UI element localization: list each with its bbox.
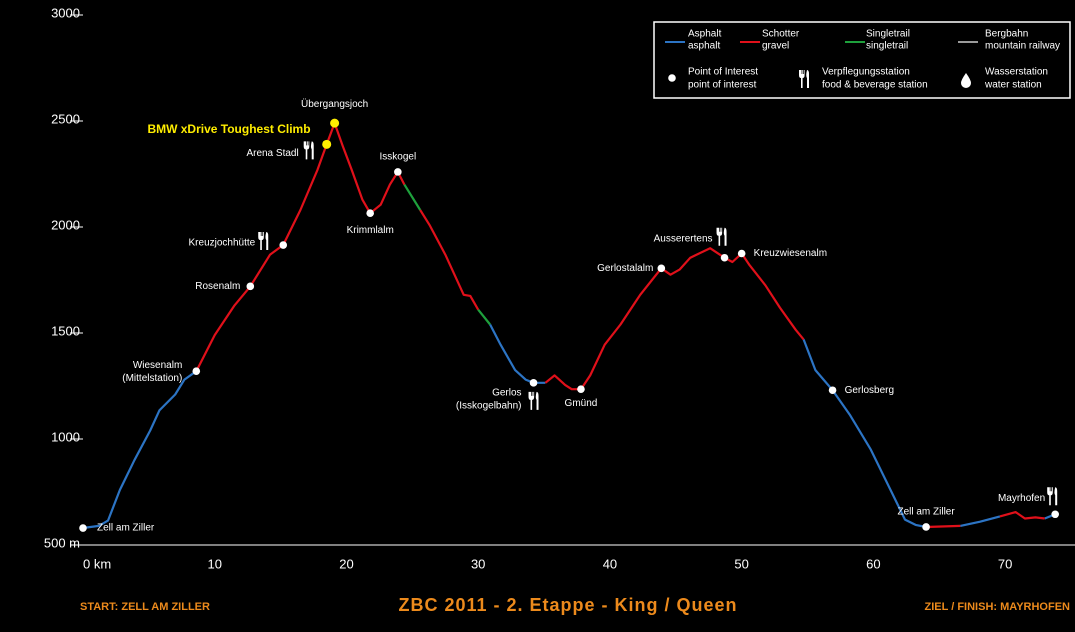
legend-label: Verpflegungsstation: [822, 67, 910, 78]
knife: [806, 70, 809, 88]
y-tick-label: 2500: [51, 111, 80, 126]
poi-dot: [577, 385, 585, 393]
knife: [535, 391, 539, 410]
legend-label: water station: [984, 80, 1042, 91]
food-icon: [1047, 487, 1058, 506]
fork: [258, 232, 264, 251]
fork: [799, 70, 805, 88]
poi-label: Kreuzwiesenalm: [754, 248, 827, 259]
y-tick-label: 3000: [51, 5, 80, 20]
poi-label: (Isskogelbahn): [456, 400, 522, 411]
legend-label: Point of Interest: [688, 67, 758, 78]
fork: [303, 141, 310, 160]
legend-label: Asphalt: [688, 29, 722, 40]
food-icon: [716, 227, 727, 246]
legend-label: Schotter: [762, 29, 800, 40]
poi-label: Gerlos: [492, 387, 521, 398]
poi-dot: [828, 386, 837, 395]
poi-dot: [657, 264, 666, 273]
poi-dot: [246, 282, 255, 291]
poi-label: Zell am Ziller: [897, 507, 955, 518]
y-tick-label: 1500: [51, 323, 80, 338]
legend-label: Bergbahn: [985, 29, 1028, 40]
poi-label: Gerlostalalm: [597, 263, 653, 274]
poi-label: Ausserertens: [654, 233, 713, 244]
y-tick-label: 1000: [51, 429, 80, 444]
legend-label: singletrail: [866, 41, 908, 52]
poi-dot: [322, 139, 332, 149]
poi-label: (Mittelstation): [122, 373, 182, 384]
poi-label: Rosenalm: [195, 281, 240, 292]
poi-label: Übergangsjoch: [301, 98, 368, 110]
poi-label: Zell am Ziller: [97, 523, 155, 534]
poi-dot: [720, 253, 729, 262]
annotation: BMW xDrive Toughest Climb: [147, 122, 310, 136]
water-icon: [961, 73, 971, 88]
y-tick-label: 2000: [51, 217, 80, 232]
legend-label: mountain railway: [985, 41, 1060, 52]
x-tick-label: 20: [339, 556, 353, 571]
x-tick-label: 50: [734, 556, 748, 571]
food-icon: [258, 232, 269, 251]
poi-dot: [79, 524, 87, 532]
fork: [528, 391, 535, 410]
x-tick-label: 30: [471, 556, 485, 571]
start-label: START: ZELL AM ZILLER: [80, 601, 210, 613]
y-tick-label: 500 m: [44, 535, 80, 550]
x-tick-label: 0 km: [83, 556, 111, 571]
poi-dot: [1051, 510, 1059, 519]
knife: [310, 141, 314, 160]
poi-dot: [737, 249, 746, 258]
poi-label: Gmünd: [565, 398, 598, 409]
x-tick-label: 60: [866, 556, 880, 571]
finish-label: ZIEL / FINISH: MAYRHOFEN: [925, 601, 1071, 613]
legend-label: gravel: [762, 41, 789, 52]
poi-label: Wiesenalm: [133, 360, 182, 371]
poi-dot: [330, 118, 340, 128]
poi-dot: [366, 209, 374, 218]
x-tick-label: 40: [603, 556, 617, 571]
x-tick-label: 70: [998, 556, 1012, 571]
food-icon: [528, 391, 539, 410]
knife: [1054, 487, 1058, 506]
food-icon: [799, 70, 809, 88]
fork: [1047, 487, 1053, 506]
poi-label: Gerlosberg: [845, 385, 894, 396]
profile-line: [82, 323, 1056, 530]
legend-label: asphalt: [688, 41, 720, 52]
chart-title: ZBC 2011 - 2. Etappe - King / Queen: [398, 595, 737, 615]
poi-dot: [279, 241, 288, 249]
knife: [723, 227, 727, 246]
profile-line: [403, 184, 491, 326]
legend-box: [653, 21, 1071, 99]
legend-label: Wasserstation: [985, 67, 1048, 78]
poi-label: Isskogel: [379, 152, 416, 163]
poi-label: Krimmlalm: [347, 225, 394, 236]
poi-label: Arena Stadl: [246, 148, 298, 159]
poi-label: Mayrhofen: [998, 493, 1045, 504]
legend-label: Singletrail: [866, 29, 910, 40]
poi-dot: [529, 379, 538, 387]
knife: [265, 232, 269, 251]
poi-label: Kreuzjochhütte: [189, 238, 256, 249]
x-tick-label: 10: [207, 556, 221, 571]
food-icon: [303, 141, 314, 160]
fork: [716, 227, 723, 246]
poi-dot: [192, 367, 201, 375]
poi-dot: [394, 168, 402, 176]
legend-label: food & beverage station: [822, 80, 928, 91]
legend-label: point of interest: [688, 80, 757, 91]
legend-poi: [668, 74, 676, 82]
poi-dot: [922, 523, 930, 531]
profile-line: [195, 122, 1045, 529]
